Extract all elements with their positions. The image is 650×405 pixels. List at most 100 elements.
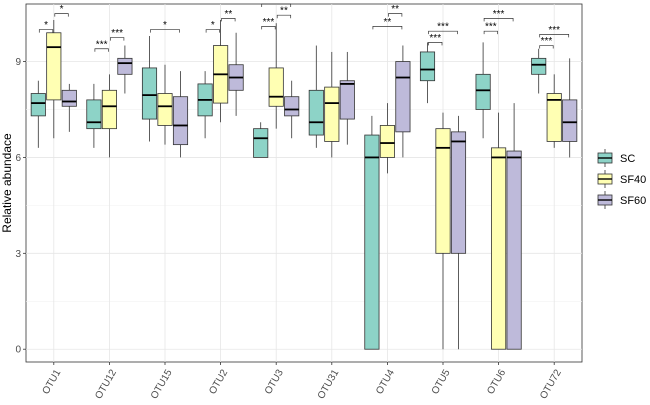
boxes-layer <box>30 19 578 350</box>
box-body <box>419 51 436 82</box>
bracket-line <box>483 18 514 22</box>
y-axis-title: Relative abundace <box>0 133 14 233</box>
significance-bracket: *** <box>261 17 276 30</box>
y-tick-label: 9 <box>15 57 21 68</box>
box-body <box>324 86 340 142</box>
box-sc-otu6 <box>475 42 491 139</box>
box-sf60-otu31 <box>339 51 355 145</box>
box-sf60-otu6 <box>506 103 522 350</box>
significance-label: * <box>274 0 278 6</box>
box-body <box>61 89 77 107</box>
significance-label: *** <box>541 36 553 47</box>
box-body <box>475 73 491 110</box>
significance-label: ** <box>224 9 232 20</box>
box-body <box>506 150 522 350</box>
significance-bracket: *** <box>539 25 570 38</box>
box-body <box>284 96 300 117</box>
box-sc-otu15 <box>141 35 158 142</box>
box-sc-otu31 <box>308 45 324 148</box>
box-body <box>46 32 62 101</box>
significance-label: *** <box>263 17 275 28</box>
significance-bracket: ** <box>221 9 236 22</box>
box-body <box>435 128 451 254</box>
significance-bracket: *** <box>483 9 514 22</box>
box-body <box>339 80 355 120</box>
significance-bracket: * <box>54 4 69 17</box>
significance-label: * <box>44 20 48 31</box>
box-body <box>268 67 284 107</box>
y-tick-label: 0 <box>15 345 21 356</box>
box-sf40-otu12 <box>101 74 117 158</box>
legend-item-sf40: SF40 <box>597 170 646 188</box>
significance-label: *** <box>485 22 497 33</box>
significance-label: * <box>211 20 215 31</box>
box-body <box>172 96 189 146</box>
bracket-line <box>205 29 220 33</box>
bracket-line <box>388 13 403 17</box>
box-sf60-otu1 <box>61 83 77 132</box>
box-sc-otu1 <box>30 80 46 148</box>
significance-bracket: *** <box>428 33 443 46</box>
box-body <box>141 67 158 120</box>
significance-bracket: * <box>150 20 180 33</box>
box-body <box>253 128 269 158</box>
box-body <box>117 57 133 75</box>
bracket-line <box>539 34 570 38</box>
significance-label: * <box>163 20 167 31</box>
legend-label: SF60 <box>620 195 646 207</box>
significance-label: ** <box>280 6 288 17</box>
significance-bracket: *** <box>110 28 125 41</box>
box-sf40-otu72 <box>546 74 562 148</box>
box-body <box>395 61 411 133</box>
box-sf40-otu4 <box>379 103 395 174</box>
box-sc-otu12 <box>86 83 102 148</box>
significance-label: *** <box>429 33 441 44</box>
box-body <box>562 99 578 142</box>
significance-label: ** <box>384 17 392 28</box>
significance-bracket: * <box>261 0 292 7</box>
box-sf60-otu2 <box>228 32 244 116</box>
bracket-line <box>261 26 276 30</box>
box-sf40-otu2 <box>213 19 229 123</box>
box-sc-otu5 <box>419 42 436 104</box>
legend-item-sf60: SF60 <box>597 191 646 209</box>
significance-label: *** <box>111 28 123 39</box>
significance-bracket: * <box>38 20 54 33</box>
box-sf40-otu1 <box>46 19 62 139</box>
legend-label: SF40 <box>620 174 646 186</box>
significance-label: * <box>60 4 64 15</box>
box-sf40-otu15 <box>157 64 173 145</box>
box-sf60-otu12 <box>117 45 133 94</box>
significance-label: *** <box>493 9 505 20</box>
box-body <box>491 147 507 350</box>
box-body <box>546 93 562 142</box>
bracket-line <box>539 45 554 49</box>
box-sf40-otu31 <box>324 51 340 158</box>
significance-label: ** <box>391 4 399 15</box>
box-sc-otu72 <box>531 48 547 94</box>
y-tick-label: 6 <box>15 153 21 164</box>
box-body <box>379 125 395 158</box>
bracket-line <box>483 30 498 35</box>
box-body <box>101 89 117 130</box>
significance-bracket: ** <box>372 17 403 30</box>
significance-bracket: *** <box>483 22 498 35</box>
legend-item-sc: SC <box>597 149 635 167</box>
bracket-line <box>221 18 236 22</box>
significance-bracket: * <box>205 20 220 33</box>
significance-layer: ********* ******************* ************ <box>38 0 570 52</box>
bracket-line <box>261 3 292 7</box>
box-body <box>30 93 46 117</box>
y-axis: 0 3 6 9 <box>15 57 26 356</box>
box-sf60-otu72 <box>562 58 578 158</box>
box-body <box>86 99 102 130</box>
significance-bracket: *** <box>428 22 458 35</box>
box-sf60-otu3 <box>284 80 300 139</box>
bracket-line <box>38 29 54 33</box>
box-sf40-otu3 <box>268 23 284 129</box>
box-sc-otu2 <box>197 71 213 139</box>
bracket-line <box>428 42 443 46</box>
significance-bracket: ** <box>388 4 403 17</box>
box-sf40-otu6 <box>491 112 507 350</box>
significance-label: *** <box>437 22 449 33</box>
